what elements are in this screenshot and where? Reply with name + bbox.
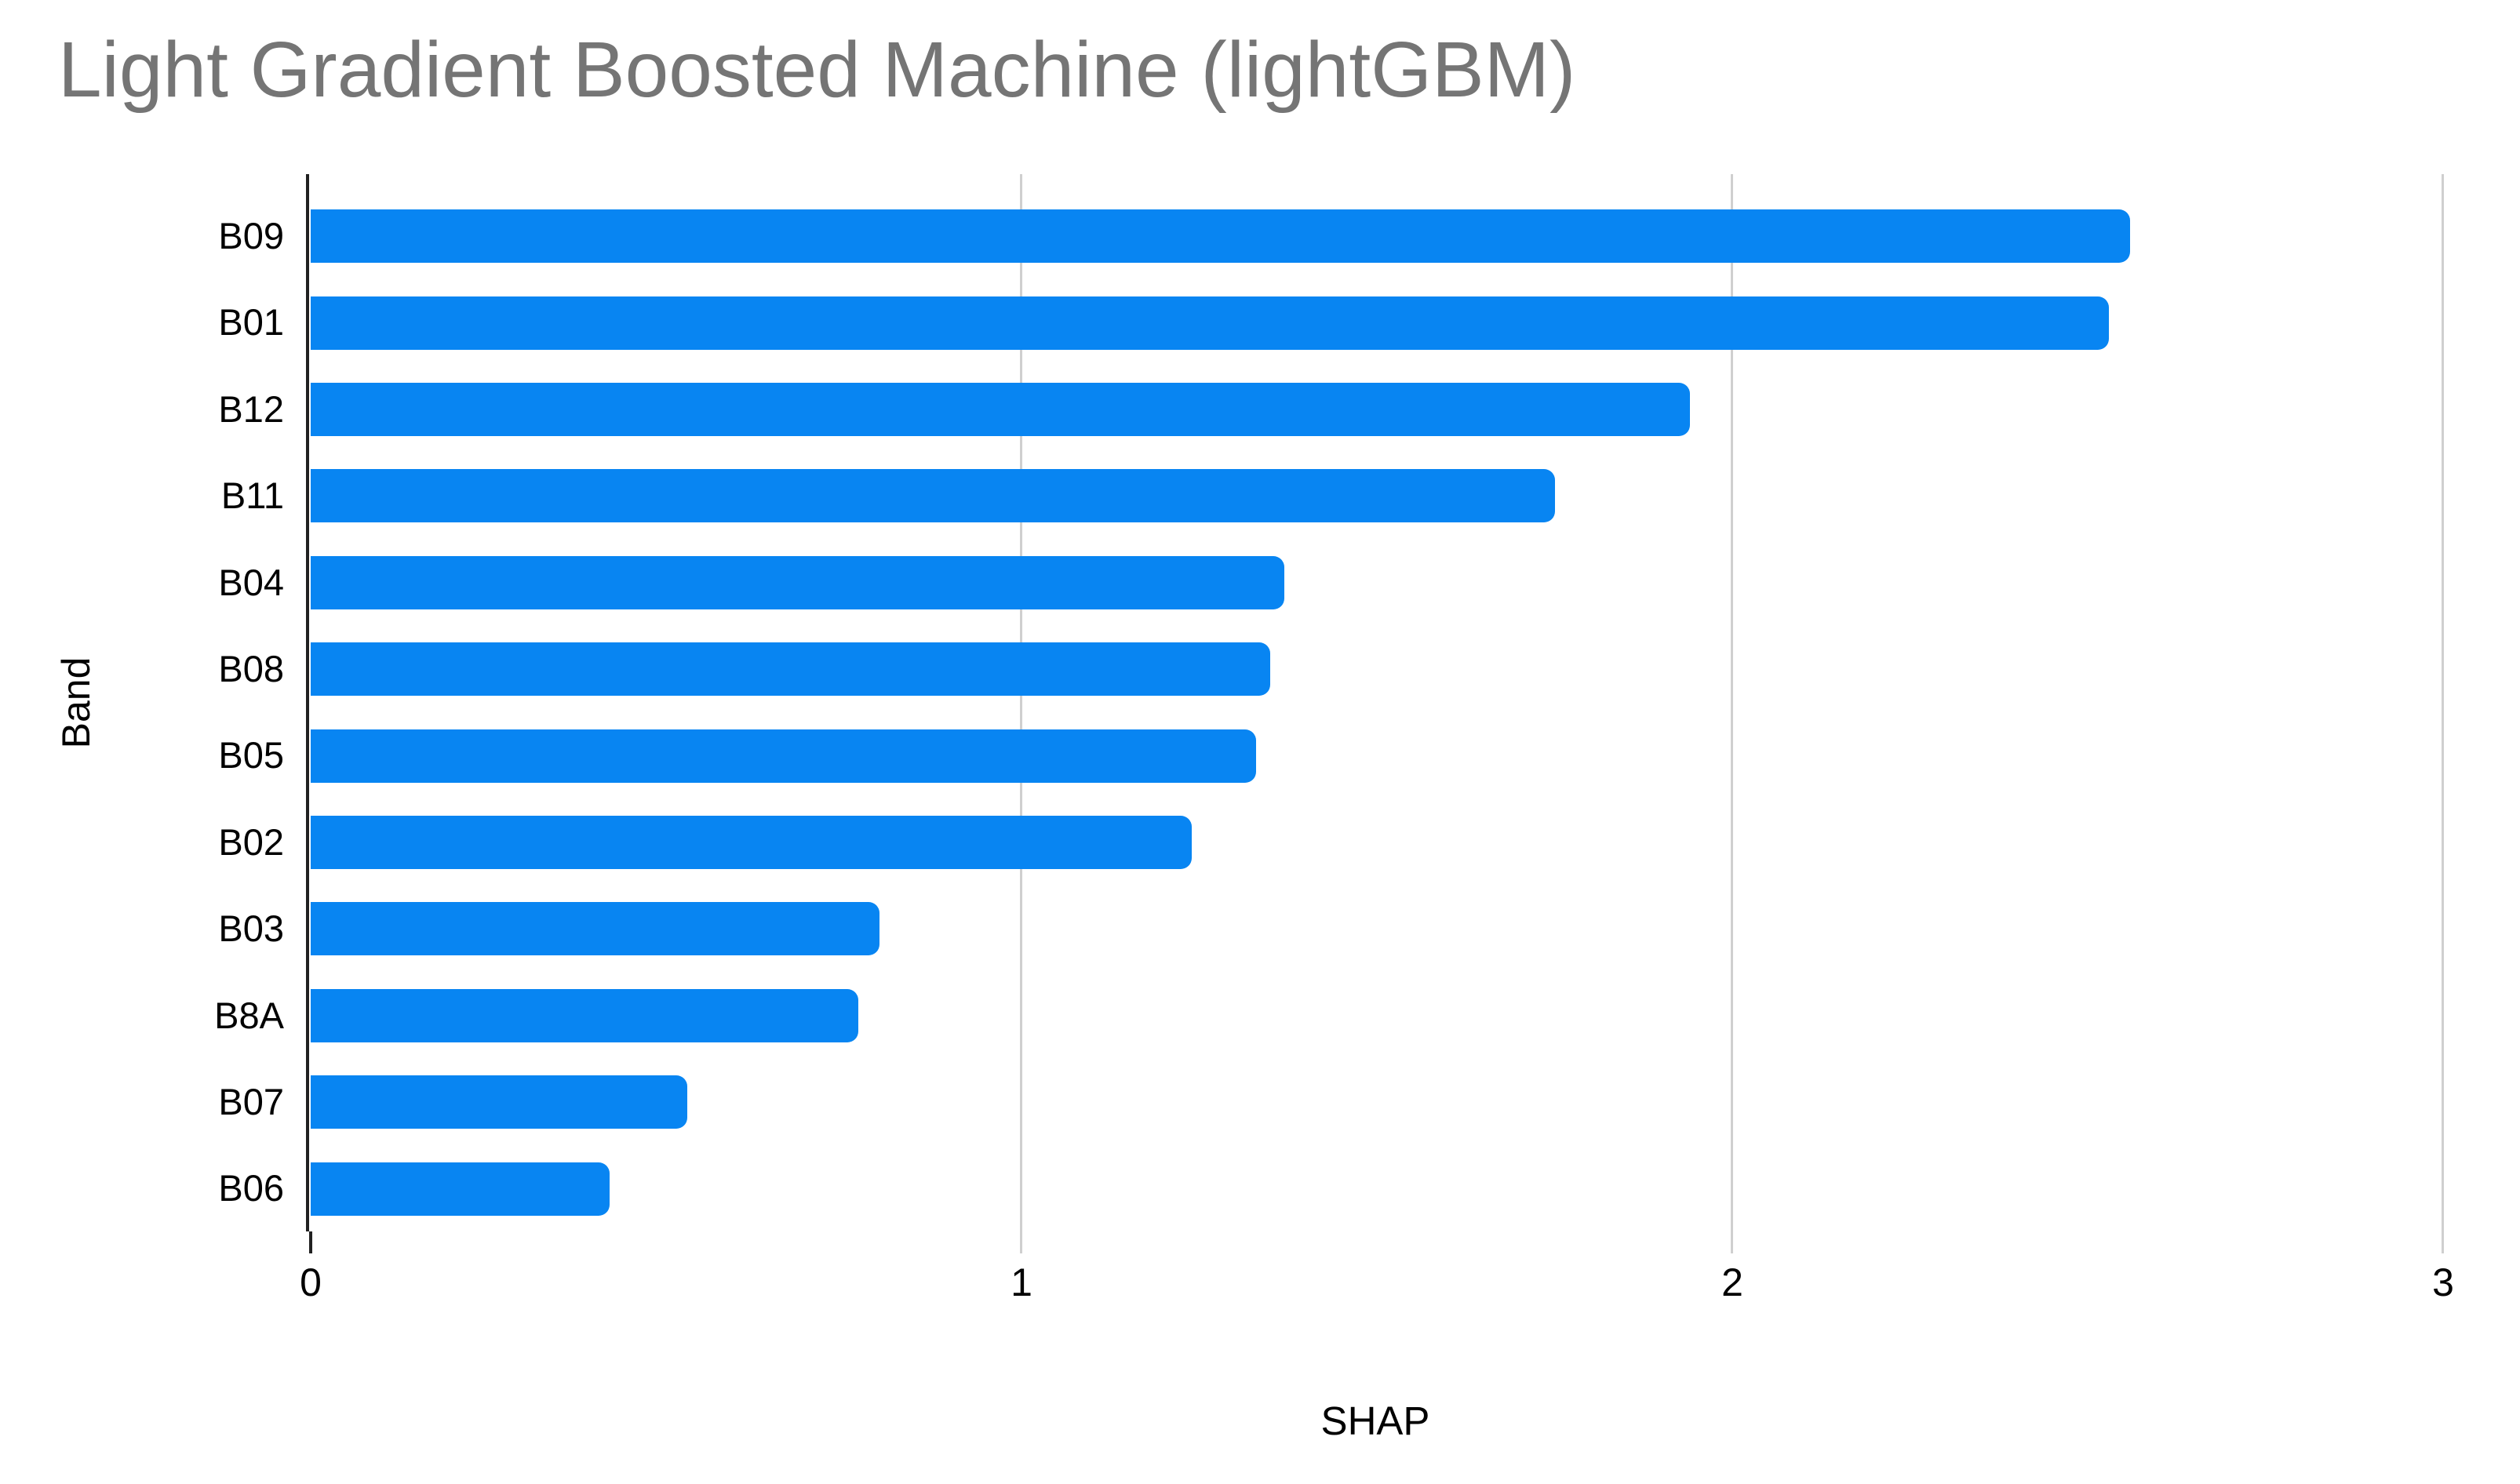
bar-b11[interactable] xyxy=(311,469,1555,523)
y-axis-tick-label-b04: B04 xyxy=(218,561,284,603)
y-axis-tick-label-b06: B06 xyxy=(218,1167,284,1209)
gridline-3 xyxy=(2442,174,2444,1231)
x-axis-tick-3 xyxy=(2442,1231,2444,1253)
y-axis-tick-label-b01: B01 xyxy=(218,301,284,344)
x-axis-tick-label-2: 2 xyxy=(1721,1260,1743,1304)
x-axis-tick-label-0: 0 xyxy=(300,1260,322,1304)
bar-b04[interactable] xyxy=(311,555,1284,609)
bar-b01[interactable] xyxy=(311,296,2109,350)
y-axis-tick-label-b05: B05 xyxy=(218,734,284,777)
gridline-2 xyxy=(1731,174,1733,1231)
bar-b03[interactable] xyxy=(311,902,879,956)
bar-b09[interactable] xyxy=(311,209,2130,264)
bar-b06[interactable] xyxy=(311,1162,610,1216)
y-axis-line xyxy=(306,174,309,1231)
bar-b08[interactable] xyxy=(311,642,1270,697)
bar-b8a[interactable] xyxy=(311,988,858,1042)
gridline-1 xyxy=(1020,174,1022,1231)
x-axis-tick-1 xyxy=(1020,1231,1022,1253)
y-axis-tick-label-b8a: B8A xyxy=(214,994,284,1036)
bar-b02[interactable] xyxy=(311,816,1192,869)
bar-b12[interactable] xyxy=(311,383,1690,436)
y-axis-tick-label-b12: B12 xyxy=(218,387,284,430)
x-axis-tick-0 xyxy=(309,1231,312,1253)
y-axis-tick-label-b09: B09 xyxy=(218,215,284,256)
chart-title: Light Gradient Boosted Machine (lightGBM… xyxy=(58,26,1576,114)
x-axis-tick-2 xyxy=(1731,1231,1733,1253)
x-axis-tick-label-1: 1 xyxy=(1011,1260,1032,1304)
x-axis-title: SHAP xyxy=(1320,1399,1430,1443)
y-axis-tick-label-b11: B11 xyxy=(220,475,284,517)
y-axis-tick-label-b03: B03 xyxy=(218,907,284,950)
y-axis-tick-label-b02: B02 xyxy=(218,820,284,863)
y-axis-tick-label-b08: B08 xyxy=(218,648,284,689)
bar-b05[interactable] xyxy=(311,729,1256,783)
bar-b07[interactable] xyxy=(311,1075,687,1129)
x-axis-tick-label-3: 3 xyxy=(2432,1260,2454,1304)
y-axis-tick-label-b07: B07 xyxy=(218,1081,284,1122)
